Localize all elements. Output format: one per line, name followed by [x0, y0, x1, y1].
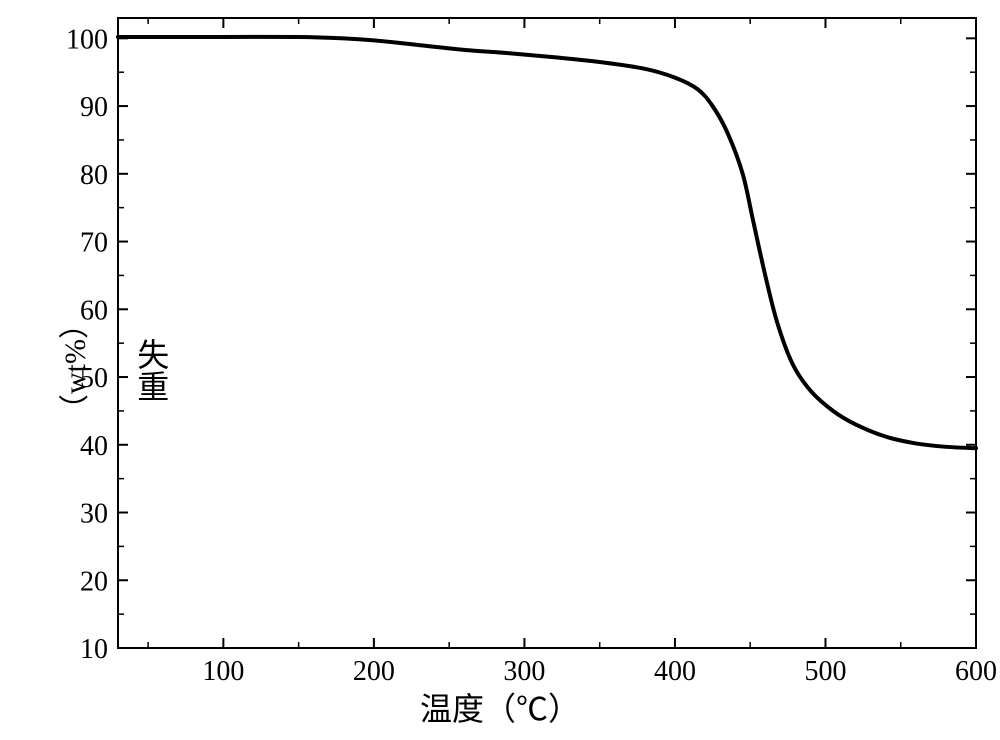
svg-text:20: 20: [80, 566, 108, 597]
tga-chart: 失重 （wt%） 1002003004005006001020304050607…: [0, 0, 1000, 740]
svg-text:100: 100: [202, 656, 244, 687]
svg-text:40: 40: [80, 431, 108, 462]
y-axis-label: 失重 （wt%）: [18, 338, 168, 402]
svg-text:10: 10: [80, 634, 108, 665]
y-axis-label-unit: （wt%）: [59, 309, 92, 424]
svg-text:80: 80: [80, 160, 108, 191]
svg-text:600: 600: [955, 656, 997, 687]
svg-text:400: 400: [654, 656, 696, 687]
svg-text:300: 300: [503, 656, 545, 687]
svg-text:30: 30: [80, 499, 108, 530]
svg-text:70: 70: [80, 228, 108, 259]
svg-text:500: 500: [804, 656, 846, 687]
svg-text:200: 200: [353, 656, 395, 687]
svg-text:100: 100: [66, 24, 108, 55]
y-axis-label-main: 失重: [133, 338, 169, 402]
x-axis-label: 温度（℃）: [420, 684, 580, 730]
svg-text:90: 90: [80, 92, 108, 123]
